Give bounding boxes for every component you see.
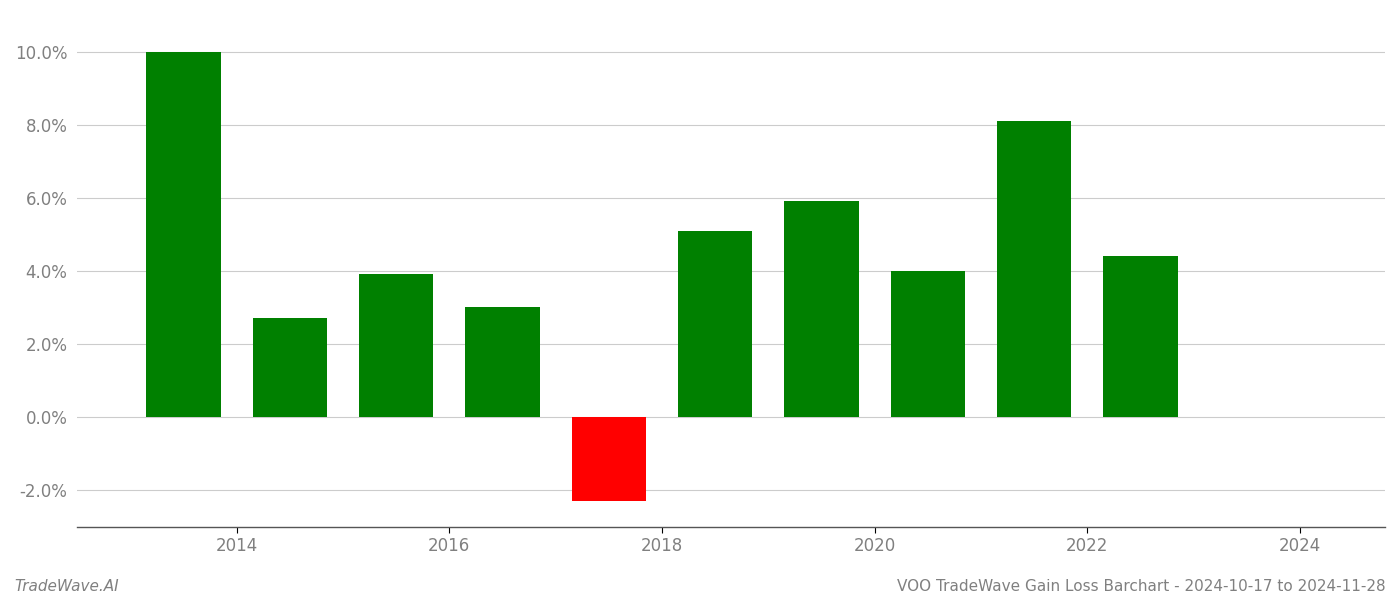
Bar <box>147 52 221 417</box>
Bar <box>571 417 645 501</box>
Bar <box>678 230 752 417</box>
Bar <box>890 271 965 417</box>
Text: VOO TradeWave Gain Loss Barchart - 2024-10-17 to 2024-11-28: VOO TradeWave Gain Loss Barchart - 2024-… <box>897 579 1386 594</box>
Bar <box>997 121 1071 417</box>
Text: TradeWave.AI: TradeWave.AI <box>14 579 119 594</box>
Bar <box>1103 256 1177 417</box>
Bar <box>252 318 328 417</box>
Bar <box>358 274 434 417</box>
Bar <box>784 202 858 417</box>
Bar <box>465 307 540 417</box>
